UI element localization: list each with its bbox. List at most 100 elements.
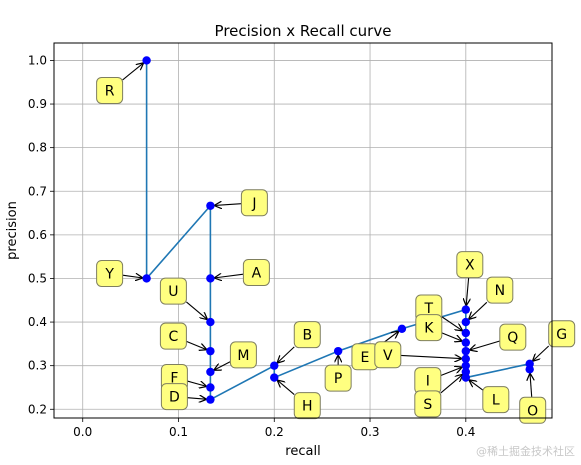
annotation-label: F — [170, 370, 178, 386]
data-point — [206, 201, 215, 210]
annotation-box — [159, 322, 187, 350]
annotation-label: X — [465, 258, 475, 274]
annotation-arrow — [215, 204, 242, 206]
data-point — [142, 56, 151, 65]
data-point — [142, 274, 151, 283]
data-point — [206, 346, 215, 356]
annotation-arrow — [469, 380, 484, 391]
data-point — [206, 367, 215, 377]
annotation-arrow — [533, 345, 550, 361]
annotation-labels: R Y J A U C M FD B H P E X N TK Q V IS L G O — [96, 76, 576, 424]
annotation-arrow — [470, 340, 500, 350]
annotation-arrow — [441, 332, 462, 341]
y-tick-label: 1.0 — [28, 53, 47, 67]
grid — [54, 43, 552, 418]
annotation-label: J — [251, 196, 256, 212]
y-tick-label: 0.2 — [28, 402, 47, 416]
annotation-arrow — [122, 275, 143, 278]
annotation-label: R — [105, 83, 115, 99]
annotation-box — [159, 277, 187, 305]
annotation-arrow — [530, 374, 532, 398]
annotation-box — [415, 314, 443, 342]
y-tick-label: 0.3 — [28, 359, 47, 373]
annotation-arrow — [278, 346, 295, 363]
annotation-arrow — [278, 380, 295, 395]
annotation-label: O — [527, 403, 538, 419]
y-tick-label: 0.4 — [28, 315, 47, 329]
annotation-box — [324, 364, 352, 392]
annotation-box — [374, 341, 402, 369]
y-tick-label: 0.7 — [28, 184, 47, 198]
data-point — [206, 395, 215, 404]
annotation-label: L — [492, 393, 500, 409]
data-point — [333, 346, 343, 356]
data-point — [461, 346, 471, 356]
annotation-label: A — [252, 265, 262, 281]
data-point — [270, 373, 279, 382]
annotation-arrow — [187, 398, 206, 400]
axes-frame — [53, 42, 553, 419]
annotation-label: G — [556, 327, 567, 343]
data-points — [142, 56, 534, 404]
annotation-label: D — [169, 390, 180, 406]
annotation-label: N — [495, 283, 505, 299]
data-point — [461, 328, 471, 338]
annotation-label: V — [383, 348, 393, 364]
x-tick-label: 0.0 — [73, 425, 92, 439]
annotation-arrow — [186, 340, 206, 349]
annotation-box — [548, 320, 576, 348]
axis-ticks: 0.0 0.1 0.2 0.3 0.4 0.2 0.3 0.4 0.5 0.6 0.7 0.8 0.9 1… — [28, 53, 475, 439]
annotation-box — [242, 258, 270, 286]
annotation-box — [499, 323, 527, 351]
annotation-arrow — [214, 361, 231, 370]
annotation-arrow — [440, 367, 462, 377]
annotation-label: Q — [507, 330, 518, 346]
data-point — [461, 338, 471, 347]
annotation-arrow — [215, 274, 244, 278]
annotation-box — [240, 189, 268, 217]
annotation-label: M — [237, 348, 249, 364]
annotation-box — [293, 392, 321, 420]
annotation-box — [96, 259, 124, 287]
annotation-box — [160, 383, 188, 411]
annotation-arrow — [466, 277, 468, 306]
annotation-arrow — [469, 301, 488, 319]
annotation-label: Y — [104, 266, 114, 282]
annotation-label: B — [302, 328, 312, 344]
annotation-box — [414, 390, 442, 418]
annotation-label: H — [302, 399, 313, 415]
annotation-box — [293, 321, 321, 349]
y-axis-label: precision — [5, 201, 20, 260]
data-point — [461, 361, 471, 370]
annotation-box — [482, 386, 510, 414]
y-tick-label: 0.9 — [28, 97, 47, 111]
annotation-label: I — [426, 374, 430, 390]
watermark: @稀土掘金技术社区 — [476, 445, 575, 458]
annotation-box — [486, 276, 514, 304]
data-point — [397, 324, 407, 333]
x-tick-label: 0.2 — [265, 425, 284, 439]
data-point — [461, 373, 471, 382]
data-point — [461, 354, 471, 363]
chart-title: Precision x Recall curve — [215, 22, 392, 40]
annotation-arrow — [441, 316, 462, 331]
data-point — [206, 383, 215, 392]
annotation-arrow — [122, 63, 144, 81]
annotation-label: K — [424, 321, 434, 337]
x-axis-label: recall — [285, 444, 320, 459]
x-tick-label: 0.1 — [169, 425, 188, 439]
annotation-box — [456, 251, 484, 279]
annotation-label: E — [360, 350, 369, 366]
x-tick-label: 0.4 — [456, 425, 475, 439]
annotation-label: C — [169, 329, 179, 345]
annotation-box — [229, 341, 257, 369]
data-point — [206, 274, 215, 283]
annotation-label: P — [334, 371, 342, 387]
annotation-box — [96, 76, 124, 104]
annotation-arrows — [122, 63, 550, 400]
annotation-label: S — [423, 397, 432, 413]
annotation-label: U — [168, 284, 178, 300]
data-point — [206, 317, 215, 327]
data-point — [461, 305, 471, 314]
